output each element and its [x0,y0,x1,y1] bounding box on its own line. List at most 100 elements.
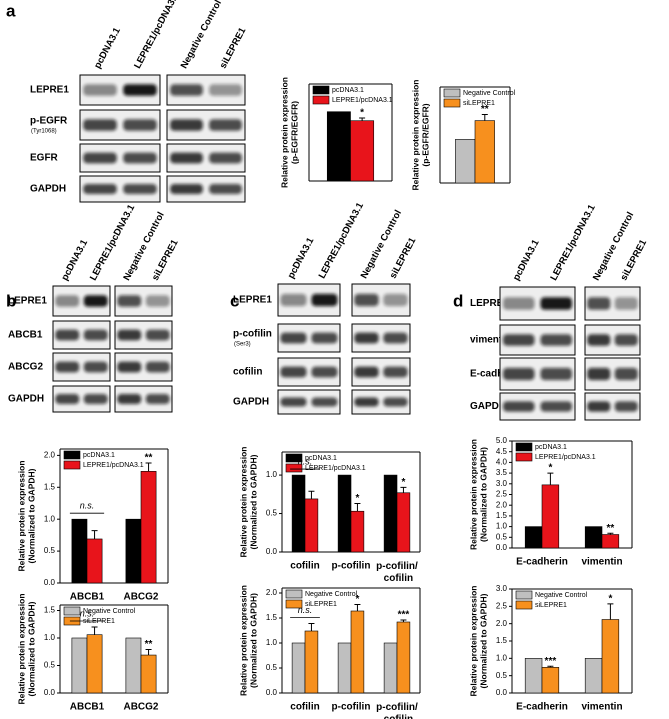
legend-label: pcDNA3.1 [535,444,567,451]
y-tick-label: 2.5 [496,601,508,610]
bar [383,474,398,553]
legend-swatch [285,453,303,463]
significance: n.s. [298,605,313,615]
legend-swatch [312,95,330,105]
bar [601,534,620,549]
bar [584,658,603,694]
bar [396,621,411,694]
legend-label: siLEPRE1 [535,602,567,609]
significance: ** [145,453,153,464]
blot-band [117,394,142,404]
y-axis-label: (p-EGFR/EGFR) [289,101,299,164]
x-tick-label: cofilin [290,702,319,713]
bar [140,471,157,584]
row-label: ABCB1 [8,330,43,341]
blot-band [170,84,203,96]
y-tick-label: 0.0 [44,578,56,587]
y-axis-label: Relative protein expression [238,446,248,557]
legend-label: LEPRE1/pcDNA3.1 [535,454,596,461]
bar [140,654,157,694]
row-note: (Tyr1068) [31,129,57,135]
blot-band [117,329,142,341]
blot-band [145,361,170,373]
lane-label: pcDNA3.1 [92,25,123,70]
bar [86,538,103,584]
blot-band [117,295,142,307]
x-tick-label: E-cadherin [516,557,568,568]
y-tick-label: 5.0 [496,436,508,445]
blot-band [123,184,157,194]
significance: ** [607,523,615,534]
legend-label: LEPRE1/pcDNA3.1 [305,465,366,472]
blot-band [280,332,307,344]
row-label: LEPRE1 [30,85,69,96]
legend-swatch [63,460,81,470]
error-bar [547,665,554,668]
blot-band [83,329,108,341]
bar [455,139,476,184]
bar [304,498,319,553]
y-tick-label: 0.5 [266,509,278,518]
y-tick-label: 1.0 [496,522,508,531]
blot-band [587,334,611,346]
error-bar [400,619,407,622]
y-axis-label: Relative protein expression [279,77,289,188]
y-tick-label: 3.0 [496,584,508,593]
blot-band [383,397,408,407]
blot-band [311,366,338,378]
significance: ** [145,639,153,650]
error-bar [354,503,361,512]
x-tick-label: p-cofilin [332,702,371,713]
legend-swatch [443,88,461,98]
bar [337,474,352,553]
blot-band [383,332,408,344]
error-bar [400,486,407,493]
x-tick-label: cofilin [290,561,319,572]
blot-band [540,367,572,381]
panel-letter: c [230,291,239,310]
y-axis-label: Relative protein expression [410,79,420,190]
y-axis-label: Relative protein expression [238,585,248,696]
y-tick-label: 1.0 [266,470,278,479]
legend-swatch [515,590,533,600]
blot-band [83,295,108,307]
y-tick-label: 0.5 [44,546,56,555]
blot-band [170,184,203,194]
significance: *** [545,656,557,667]
blot-band [503,297,535,310]
lane-label: siLEPRE1 [388,235,419,280]
y-tick-label: 3.5 [496,468,508,477]
significance: n.s. [80,501,95,511]
y-tick-label: 1.0 [266,638,278,647]
y-axis-label: (Normalized to GAPDH) [248,593,258,688]
y-axis-label: (Normalized to GAPDH) [248,454,258,549]
bar [125,518,142,584]
y-tick-label: 1.5 [44,482,56,491]
y-tick-label: 0.5 [496,671,508,680]
bar [71,637,88,694]
lane-label: LEPRE1/pcDNA3.1 [132,0,182,71]
error-bar [359,117,366,121]
bar [326,111,351,182]
bar [474,120,495,184]
bar [125,637,142,694]
legend-label: LEPRE1/pcDNA3.1 [83,462,144,469]
legend-swatch [443,98,461,108]
significance: * [360,108,364,119]
legend-label: pcDNA3.1 [332,87,364,94]
error-bar [481,113,488,121]
y-tick-label: 1.5 [44,606,56,615]
row-label: cofilin [233,367,262,378]
y-tick-label: 1.5 [266,613,278,622]
bar [601,619,620,694]
legend-label: pcDNA3.1 [305,455,337,462]
x-tick-label: p-cofilin [332,561,371,572]
blot-band [145,329,170,341]
x-tick-label: vimentin [581,702,622,713]
row-note: (Ser3) [234,342,251,348]
bar [291,474,306,553]
x-tick-label: p-cofilin/ cofilin [376,561,418,584]
blot-band [145,394,170,404]
row-label: p-cofilin [233,329,272,340]
significance: * [401,477,405,488]
